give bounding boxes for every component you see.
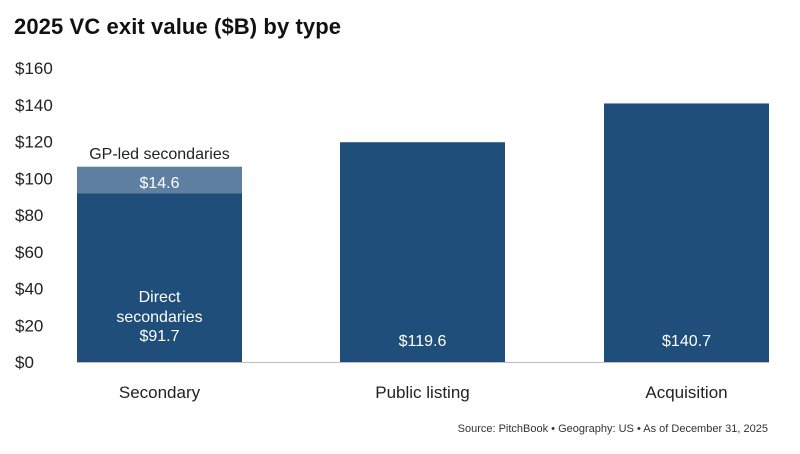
- data-label: $14.6: [139, 175, 179, 192]
- data-label: $119.6: [399, 333, 447, 350]
- gp-led-annotation: GP-led secondaries: [89, 146, 230, 163]
- y-tick-label: $0: [15, 353, 34, 372]
- y-tick-label: $100: [15, 169, 53, 188]
- y-tick-label: $120: [15, 133, 53, 152]
- data-label: secondaries: [116, 309, 202, 326]
- y-tick-label: $20: [15, 316, 43, 335]
- y-tick-label: $80: [15, 206, 43, 225]
- bar-base-2: [604, 103, 769, 363]
- data-label: $91.7: [139, 328, 179, 345]
- y-tick-label: $60: [15, 243, 43, 262]
- y-tick-label: $140: [15, 96, 53, 115]
- bar-base-0: [77, 193, 242, 362]
- data-label: Direct: [139, 289, 181, 306]
- bar-stack-0: [77, 166, 242, 194]
- y-tick-label: $40: [15, 280, 43, 299]
- bar-base-1: [340, 142, 505, 362]
- x-axis: Secondary Public listing Acquisition: [119, 383, 728, 402]
- y-tick-label: $160: [15, 59, 53, 78]
- chart-title: 2025 VC exit value ($B) by type: [14, 14, 342, 39]
- x-tick-label: Public listing: [375, 383, 470, 402]
- y-axis: $0 $20 $40 $60 $80 $100 $120 $140 $160: [15, 59, 53, 372]
- source-note: Source: PitchBook • Geography: US • As o…: [457, 423, 768, 435]
- x-tick-label: Acquisition: [645, 383, 727, 402]
- bars: Direct secondaries $91.7 $14.6 $119.6 $140.7 G…: [77, 103, 769, 363]
- data-label: $140.7: [662, 333, 711, 350]
- x-tick-label: Secondary: [119, 383, 201, 402]
